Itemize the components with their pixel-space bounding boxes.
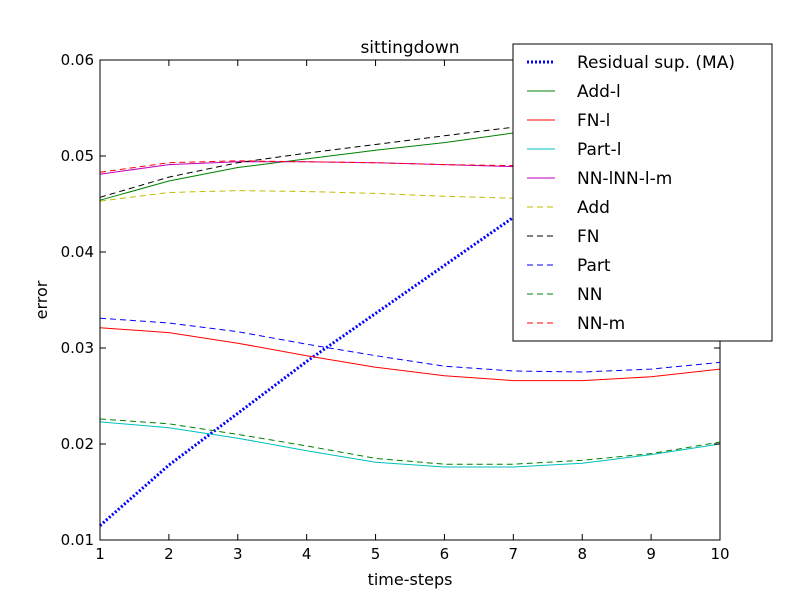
legend-label-9: NN-m (577, 314, 625, 334)
y-tick-label: 0.02 (61, 435, 94, 453)
legend: Residual sup. (MA) Add-l FN-l Part-l NN-lNN-… (512, 43, 773, 342)
legend-label-7: Part (577, 256, 611, 276)
y-tick-label: 0.03 (61, 339, 94, 357)
x-axis: 1 2 3 4 5 6 7 8 9 10 (95, 60, 730, 563)
x-tick-label: 8 (577, 545, 587, 563)
series-line-7 (99, 317, 721, 373)
x-tick-label: 9 (646, 545, 656, 563)
legend-label-4: NN-lNN-l-m (577, 169, 672, 189)
y-tick-label: 0.05 (61, 147, 94, 165)
x-tick-label: 4 (302, 545, 312, 563)
y-axis: 0.01 0.02 0.03 0.04 0.05 0.06 (61, 51, 720, 549)
series-line-5 (99, 190, 720, 202)
y-axis-label: error (32, 280, 51, 319)
x-tick-label: 7 (509, 545, 519, 563)
series-line-2 (99, 327, 721, 382)
series-line-8 (99, 418, 721, 465)
x-tick-label: 2 (164, 545, 174, 563)
series-line-3 (99, 421, 721, 468)
legend-frame (512, 43, 773, 342)
legend-label-5: Add (577, 198, 610, 218)
chart-title: sittingdown (360, 38, 459, 58)
x-tick-label: 6 (440, 545, 450, 563)
series-line-9 (99, 160, 721, 173)
legend-label-1: Add-l (577, 82, 621, 102)
y-tick-label: 0.04 (61, 243, 94, 261)
x-tick-label: 5 (371, 545, 381, 563)
legend-label-8: NN (577, 285, 602, 305)
legend-label-2: FN-l (577, 111, 610, 131)
y-tick-label: 0.06 (61, 51, 94, 69)
x-tick-label: 3 (233, 545, 243, 563)
x-tick-label: 1 (95, 545, 105, 563)
y-tick-label: 0.01 (61, 531, 94, 549)
legend-label-6: FN (577, 227, 600, 247)
x-tick-label: 10 (710, 545, 729, 563)
legend-label-3: Part-l (577, 140, 621, 160)
x-axis-label: time-steps (368, 570, 453, 589)
legend-label-0: Residual sup. (MA) (577, 53, 735, 73)
